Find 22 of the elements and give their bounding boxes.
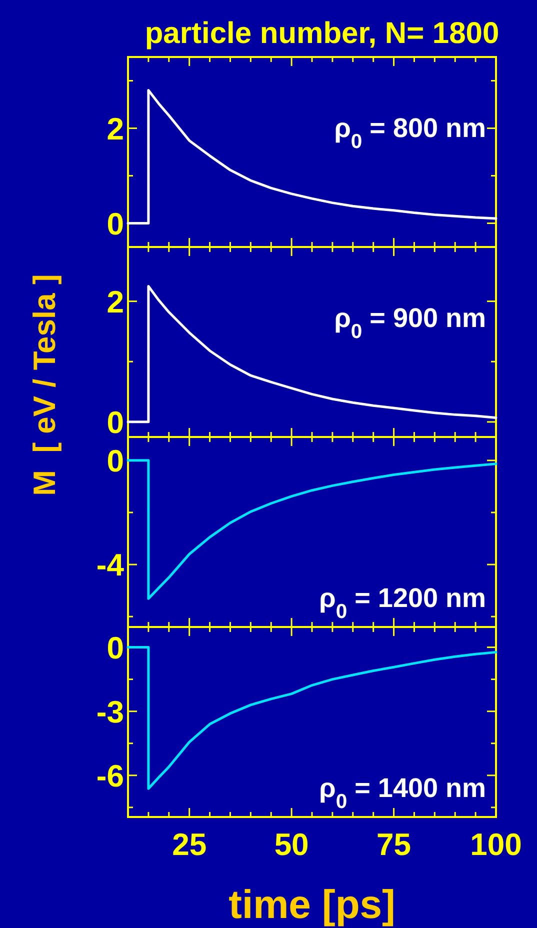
- annotation: ρ$_{0}$ = 800 nm: [334, 113, 486, 153]
- annotation: ρ$_{0}$ = 1200 nm: [319, 583, 486, 623]
- y-tick-label: 0: [106, 630, 124, 666]
- y-tick-label: 2: [106, 111, 124, 146]
- y-tick-label: 0: [106, 206, 124, 242]
- annotation: ρ$_{0}$ = 900 nm: [334, 303, 486, 343]
- x-axis-title: time [ps]: [228, 883, 396, 927]
- y-tick-label: -4: [96, 548, 125, 583]
- line-series: [126, 89, 498, 224]
- x-tick-label: 100: [470, 827, 522, 862]
- x-tick-label: 75: [376, 827, 412, 862]
- annotation: ρ$_{0}$ = 1400 nm: [319, 773, 486, 813]
- y-tick-label: 2: [106, 284, 124, 320]
- y-tick-label: 0: [106, 444, 124, 479]
- y-tick-label: -6: [96, 758, 124, 794]
- y-axis-title: M [ eV / Tesla ]: [27, 274, 62, 496]
- x-tick-label: 25: [172, 827, 207, 862]
- line-series: [126, 284, 498, 424]
- x-tick-label: 50: [274, 827, 309, 862]
- y-tick-label: -3: [96, 694, 124, 730]
- chart-title: particle number, N= 1800: [144, 17, 500, 50]
- y-tick-label: 0: [106, 405, 124, 440]
